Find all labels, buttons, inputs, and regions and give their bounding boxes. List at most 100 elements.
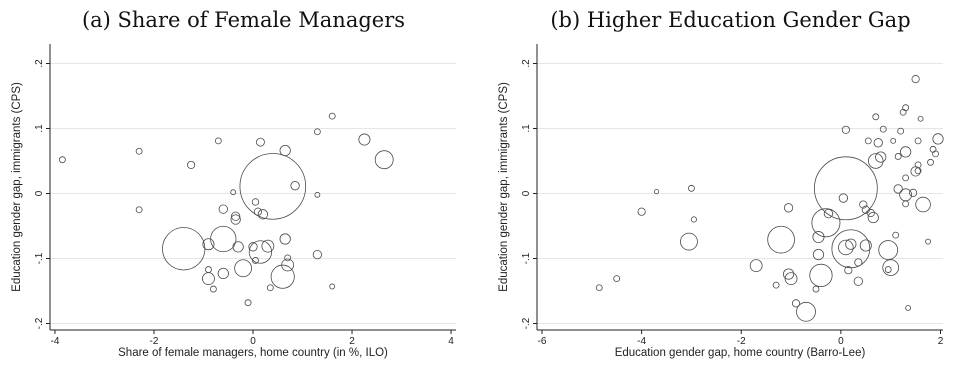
data-point bbox=[261, 239, 275, 253]
data-point bbox=[925, 238, 931, 245]
y-tick-label: -.1 bbox=[34, 252, 45, 264]
data-point bbox=[248, 242, 258, 252]
x-tick-label: 0 bbox=[838, 336, 844, 347]
data-point bbox=[328, 112, 336, 120]
data-point bbox=[244, 299, 252, 307]
data-point bbox=[688, 184, 695, 192]
data-point bbox=[813, 156, 878, 221]
x-tick-label: 2 bbox=[938, 336, 944, 347]
data-point bbox=[135, 206, 143, 214]
data-point bbox=[314, 191, 321, 198]
data-point bbox=[854, 258, 863, 267]
data-point bbox=[202, 238, 215, 251]
y-tick-label: -.1 bbox=[521, 252, 532, 264]
data-point bbox=[890, 137, 897, 144]
y-tick-label: .1 bbox=[34, 124, 45, 133]
data-point bbox=[690, 216, 698, 223]
data-point bbox=[58, 156, 66, 164]
data-point bbox=[329, 283, 336, 290]
data-point bbox=[253, 207, 263, 216]
data-point bbox=[270, 264, 295, 289]
data-point bbox=[894, 153, 902, 160]
data-point bbox=[845, 238, 857, 250]
x-tick-label: 4 bbox=[448, 336, 454, 347]
data-point bbox=[902, 174, 910, 182]
data-point bbox=[875, 151, 887, 163]
data-point bbox=[917, 115, 924, 122]
data-point bbox=[893, 184, 903, 194]
data-point bbox=[782, 268, 795, 280]
data-point bbox=[284, 254, 292, 262]
data-point bbox=[595, 284, 603, 292]
data-point bbox=[772, 281, 780, 289]
x-axis-label: Education gender gap, home country (Barr… bbox=[615, 347, 866, 359]
data-points bbox=[58, 112, 394, 307]
data-point bbox=[823, 209, 834, 219]
data-point bbox=[312, 249, 323, 260]
data-point bbox=[374, 150, 394, 170]
data-point bbox=[234, 259, 252, 278]
data-point bbox=[812, 231, 825, 244]
x-tick-label: -2 bbox=[150, 336, 159, 347]
data-point bbox=[900, 146, 912, 158]
data-point bbox=[214, 137, 222, 145]
data-point bbox=[637, 207, 646, 216]
data-point bbox=[915, 196, 931, 213]
data-point bbox=[897, 127, 905, 135]
data-point bbox=[613, 275, 621, 283]
data-point bbox=[252, 257, 259, 264]
data-point bbox=[809, 263, 833, 288]
data-point bbox=[230, 189, 237, 196]
data-point bbox=[256, 137, 265, 147]
data-point bbox=[884, 266, 892, 273]
y-tick-label: -.2 bbox=[521, 317, 532, 329]
data-point bbox=[218, 204, 228, 214]
data-point bbox=[902, 200, 910, 208]
panel-female-managers: (a) Share of Female Managers -4 -2 0 2 4 -.2-… bbox=[11, 8, 456, 359]
data-point bbox=[205, 266, 212, 273]
data-point bbox=[257, 209, 269, 220]
data-point bbox=[867, 153, 884, 169]
data-point bbox=[358, 133, 371, 146]
data-point bbox=[812, 285, 820, 293]
data-point bbox=[239, 153, 307, 220]
data-point bbox=[783, 203, 794, 213]
x-tick-label: 2 bbox=[349, 336, 355, 347]
data-point bbox=[878, 240, 899, 260]
data-point bbox=[882, 259, 900, 276]
y-tick-label: .1 bbox=[521, 124, 532, 133]
data-point bbox=[911, 75, 920, 84]
x-tick-label: -4 bbox=[50, 336, 59, 347]
data-point bbox=[232, 241, 244, 253]
plot-area bbox=[537, 44, 943, 330]
y-tick-label: -.2 bbox=[34, 317, 45, 329]
data-point bbox=[905, 304, 912, 311]
chart-title: (a) Share of Female Managers bbox=[81, 8, 406, 32]
data-point bbox=[251, 198, 260, 206]
y-tick-label: .2 bbox=[521, 59, 532, 68]
data-point bbox=[187, 160, 196, 169]
data-point bbox=[811, 208, 841, 238]
x-tick-label: -4 bbox=[637, 336, 646, 347]
data-point bbox=[838, 193, 849, 203]
data-point bbox=[864, 137, 872, 145]
data-point bbox=[872, 113, 880, 121]
data-point bbox=[844, 266, 853, 275]
y-axis-label: Education gender gap, immigrants (CPS) bbox=[11, 82, 23, 292]
y-axis-label: Education gender gap, immigrants (CPS) bbox=[498, 82, 510, 292]
data-point bbox=[796, 301, 816, 322]
data-point bbox=[859, 239, 872, 252]
data-point bbox=[909, 188, 918, 197]
data-point bbox=[867, 211, 879, 224]
data-point bbox=[873, 138, 883, 148]
data-point bbox=[914, 167, 922, 175]
data-point bbox=[932, 133, 944, 145]
data-point bbox=[892, 231, 900, 239]
x-axis-label: Share of female managers, home country (… bbox=[118, 347, 388, 359]
data-point bbox=[838, 239, 854, 256]
data-point bbox=[231, 211, 241, 221]
data-point bbox=[902, 104, 910, 112]
data-point bbox=[853, 276, 863, 286]
y-tick-label: .2 bbox=[34, 59, 45, 68]
panel-education-gap: (b) Higher Education Gender Gap -6 -4 -2 0 2… bbox=[487, 0, 974, 369]
